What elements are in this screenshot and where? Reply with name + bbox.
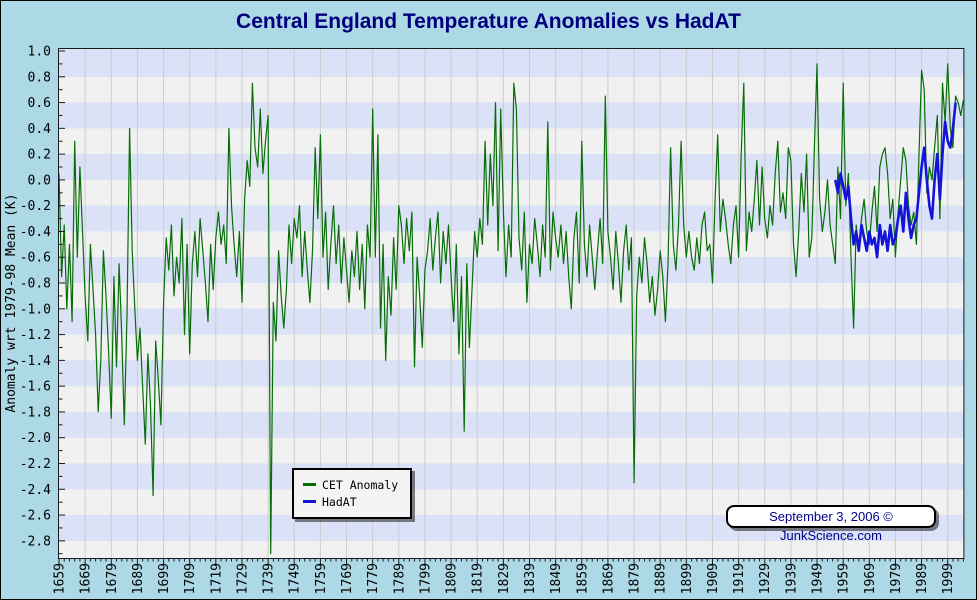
svg-text:1829: 1829 [497, 563, 512, 594]
cet-legend-label: CET Anomaly [322, 477, 399, 492]
svg-text:-1.0: -1.0 [20, 302, 51, 317]
date-attribution-text: September 3, 2006 © JunkScience.com [769, 509, 893, 543]
svg-text:1949: 1949 [811, 563, 826, 594]
hadat-line [834, 102, 957, 259]
svg-text:1749: 1749 [288, 563, 303, 594]
svg-text:-1.6: -1.6 [20, 380, 51, 395]
svg-text:1889: 1889 [654, 563, 669, 594]
svg-text:1719: 1719 [209, 563, 224, 594]
svg-text:1899: 1899 [680, 563, 695, 594]
svg-text:-0.6: -0.6 [20, 251, 51, 266]
legend-box: CET Anomaly HadAT [292, 468, 413, 519]
svg-text:1859: 1859 [575, 563, 590, 594]
svg-text:1919: 1919 [732, 563, 747, 594]
svg-text:1659: 1659 [53, 563, 68, 594]
svg-text:1739: 1739 [262, 563, 277, 594]
svg-text:-1.4: -1.4 [20, 354, 51, 369]
svg-text:1839: 1839 [523, 563, 538, 594]
hadat-legend-label: HadAT [322, 494, 357, 509]
svg-text:0.0: 0.0 [28, 173, 51, 188]
date-attribution-badge: September 3, 2006 © JunkScience.com [726, 505, 936, 543]
svg-text:-2.2: -2.2 [20, 457, 51, 472]
svg-text:1969: 1969 [863, 563, 878, 594]
legend-item-cet: CET Anomaly [303, 476, 398, 493]
y-axis: 1.0 0.8 0.6 0.4 0.2 0.0 -0.2 -0.4 -0.6 -0.8 -1.0 -1… [20, 45, 65, 555]
plot-border [58, 48, 965, 559]
svg-text:1959: 1959 [837, 563, 852, 594]
svg-text:-0.2: -0.2 [20, 199, 51, 214]
svg-text:0.4: 0.4 [28, 122, 52, 137]
svg-text:1869: 1869 [601, 563, 616, 594]
svg-text:1789: 1789 [392, 563, 407, 594]
svg-text:1849: 1849 [549, 563, 564, 594]
svg-text:1729: 1729 [235, 563, 250, 594]
svg-text:-0.8: -0.8 [20, 277, 51, 292]
svg-text:1.0: 1.0 [28, 45, 51, 60]
x-axis: 1659 1669 1679 1689 1699 1709 1719 1729 1739 1749… [53, 558, 964, 594]
svg-text:1909: 1909 [706, 563, 721, 594]
legend-item-hadat: HadAT [303, 493, 398, 510]
svg-text:1999: 1999 [941, 563, 956, 594]
svg-text:1939: 1939 [784, 563, 799, 594]
svg-text:-1.8: -1.8 [20, 405, 51, 420]
svg-text:1779: 1779 [366, 563, 381, 594]
y-axis-title: Anomaly wrt 1979-98 Mean (K) [4, 193, 19, 413]
svg-text:1989: 1989 [915, 563, 930, 594]
svg-text:1799: 1799 [418, 563, 433, 594]
svg-text:-2.0: -2.0 [20, 431, 51, 446]
svg-text:1669: 1669 [79, 563, 94, 594]
svg-text:-2.4: -2.4 [20, 483, 51, 498]
svg-text:1879: 1879 [628, 563, 643, 594]
svg-text:-1.2: -1.2 [20, 328, 51, 343]
svg-text:0.6: 0.6 [28, 96, 51, 111]
svg-text:1689: 1689 [131, 563, 146, 594]
svg-text:1929: 1929 [758, 563, 773, 594]
plot-bands [59, 49, 964, 558]
svg-text:-2.6: -2.6 [20, 509, 51, 524]
svg-text:0.8: 0.8 [28, 70, 51, 85]
svg-text:-0.4: -0.4 [20, 225, 51, 240]
svg-text:-2.8: -2.8 [20, 534, 51, 549]
cet-line-swatch [303, 483, 316, 486]
svg-text:1679: 1679 [105, 563, 120, 594]
svg-text:1809: 1809 [445, 563, 460, 594]
chart-title: Central England Temperature Anomalies vs… [236, 10, 741, 33]
cet-anomaly-line [59, 63, 964, 555]
svg-text:1759: 1759 [314, 563, 329, 594]
svg-text:1769: 1769 [340, 563, 355, 594]
svg-text:1709: 1709 [183, 563, 198, 594]
svg-text:1819: 1819 [471, 563, 486, 594]
svg-text:1699: 1699 [157, 563, 172, 594]
hadat-line-swatch [303, 500, 316, 503]
svg-text:0.2: 0.2 [28, 148, 51, 163]
svg-text:1979: 1979 [889, 563, 904, 594]
